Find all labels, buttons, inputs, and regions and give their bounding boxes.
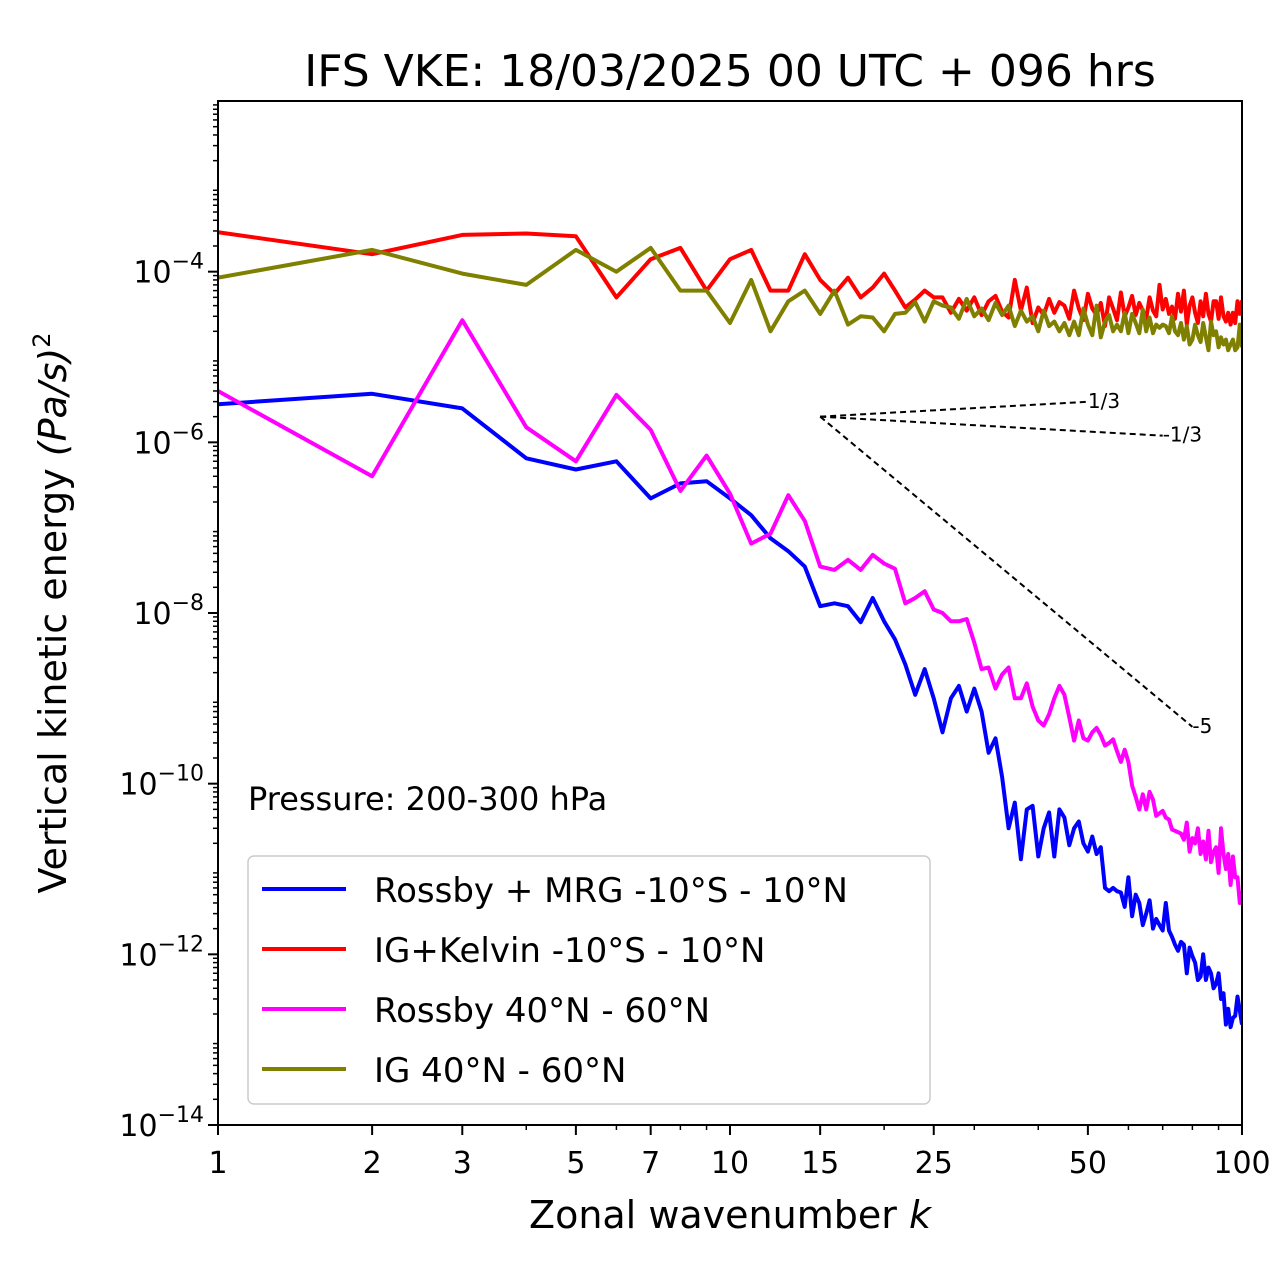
- legend: Rossby + MRG -10°S - 10°N IG+Kelvin -10°…: [247, 855, 931, 1105]
- series-line-ig-midlat: [218, 245, 1242, 353]
- x-tick-label: 25: [915, 1146, 953, 1181]
- reference-slope-line-2: [819, 415, 1194, 728]
- reference-slope-label-2: -5: [1192, 714, 1212, 738]
- x-axis-label: Zonal wavenumber k: [529, 1193, 933, 1237]
- reference-slope-label-1: -1/3: [1163, 423, 1202, 447]
- reference-slope-line-0: [820, 400, 1088, 418]
- legend-label-ig-kelvin: IG+Kelvin -10°S - 10°N: [374, 931, 765, 971]
- legend-label-rossby-mrg: Rossby + MRG -10°S - 10°N: [374, 871, 848, 911]
- y-axis-label-unit: (Pa/s): [31, 348, 75, 456]
- series-line-rossby-mrg: [218, 391, 1242, 1030]
- x-tick-label: 15: [801, 1146, 839, 1181]
- x-tick-label: 10: [711, 1146, 749, 1181]
- x-axis-label-text: Zonal wavenumber: [529, 1193, 897, 1237]
- x-axis-label-symbol: k: [909, 1193, 933, 1237]
- y-axis-label: Vertical kinetic energy (Pa/s)2: [28, 332, 75, 893]
- reference-slope-label-0: 1/3: [1088, 389, 1120, 413]
- x-tick-label: 100: [1213, 1146, 1270, 1181]
- x-tick-label: 3: [453, 1146, 472, 1181]
- y-axis-ticks: 10−14 10−12 10−10 10−8 10−6 10−4: [119, 104, 218, 1144]
- series-line-ig-kelvin: [218, 230, 1242, 329]
- y-tick-label: 10−12: [119, 932, 204, 973]
- x-tick-label: 2: [363, 1146, 382, 1181]
- chart-title: IFS VKE: 18/03/2025 00 UTC + 096 hrs: [304, 46, 1156, 97]
- y-tick-label: 10−10: [119, 762, 204, 803]
- x-tick-label: 1: [208, 1146, 227, 1181]
- legend-label-ig-midlat: IG 40°N - 60°N: [374, 1051, 626, 1091]
- y-tick-label: 10−4: [133, 250, 204, 291]
- x-tick-label: 5: [566, 1146, 585, 1181]
- pressure-annotation: Pressure: 200-300 hPa: [248, 780, 607, 818]
- legend-box: [247, 855, 931, 1105]
- reference-slopes: 1/3 -1/3 -5: [819, 389, 1212, 738]
- reference-slope-line-1: [820, 415, 1163, 437]
- y-tick-label: 10−8: [133, 591, 204, 632]
- series-line-rossby-midlat: [218, 318, 1242, 905]
- legend-label-rossby-midlat: Rossby 40°N - 60°N: [374, 991, 710, 1031]
- y-tick-label: 10−14: [119, 1103, 204, 1144]
- y-axis-label-exponent: 2: [28, 332, 56, 347]
- y-axis-label-text: Vertical kinetic energy: [31, 468, 75, 893]
- x-axis-ticks: 1 2 3 5 7 10 15 25 50 100: [208, 1125, 1271, 1181]
- x-tick-label: 50: [1069, 1146, 1107, 1181]
- series-layer: [218, 230, 1242, 1030]
- x-tick-label: 7: [641, 1146, 660, 1181]
- y-tick-label: 10−6: [133, 420, 204, 461]
